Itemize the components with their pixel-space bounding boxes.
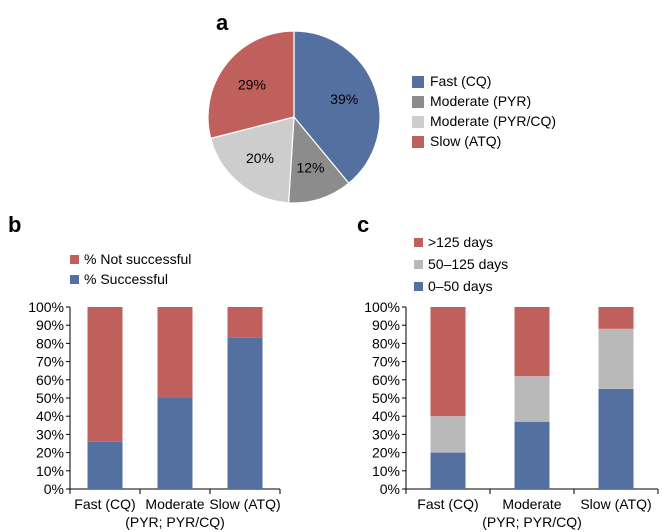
c-legend-label-0: >125 days	[428, 234, 493, 250]
b-y-tick-label-5: 50%	[36, 390, 64, 406]
pie-legend-swatch-1	[412, 96, 424, 108]
c-y-tick-label-3: 30%	[372, 426, 400, 442]
b-category-label-0: Fast (CQ)	[74, 496, 135, 512]
panel-letter-c: c	[357, 212, 369, 237]
b-y-tick-label-4: 40%	[36, 408, 64, 424]
b-bar-1-1	[157, 307, 193, 398]
b-bar-1-0	[157, 398, 193, 489]
b-category-sublabel-1: (PYR; PYR/CQ)	[125, 514, 225, 530]
pie-legend-label-2: Moderate (PYR/CQ)	[430, 113, 556, 129]
b-y-tick-label-0: 0%	[44, 481, 64, 497]
panel-letter-a: a	[216, 10, 229, 35]
chart-b-category-labels: Fast (CQ) Moderate (PYR; PYR/CQ) Slow (ATQ)	[74, 496, 280, 530]
pie-legend: Fast (CQ) Moderate (PYR) Moderate (PYR/CQ)…	[412, 73, 556, 149]
pie-slice-label-3: 29%	[238, 76, 266, 92]
b-legend-swatch-0	[70, 255, 79, 264]
b-bar-2-1	[227, 307, 263, 338]
pie-legend-swatch-3	[412, 136, 424, 148]
b-bar-2-0	[227, 337, 263, 489]
c-y-tick-label-2: 20%	[372, 445, 400, 461]
c-category-sublabel-1: (PYR; PYR/CQ)	[482, 514, 582, 530]
c-bar-1-1	[514, 376, 550, 422]
pie-slice-label-1: 12%	[296, 160, 324, 176]
b-y-tick-label-1: 10%	[36, 463, 64, 479]
c-bar-0-1	[430, 416, 466, 453]
chart-b-legend: % Not successful % Successful	[70, 251, 191, 287]
pie-legend-label-3: Slow (ATQ)	[430, 133, 501, 149]
c-y-tick-label-6: 60%	[372, 372, 400, 388]
pie-labels: 39% 12% 20% 29%	[238, 76, 358, 175]
chart-c-axes: 0% 10% 20% 30% 40% 50% 60% 70% 80% 90% 100%	[364, 299, 659, 497]
c-legend-label-1: 50–125 days	[428, 256, 508, 272]
b-y-tick-label-3: 30%	[36, 426, 64, 442]
c-y-tick-label-9: 90%	[372, 317, 400, 333]
pie-slice-3	[207, 30, 295, 140]
c-y-tick-label-5: 50%	[372, 390, 400, 406]
b-y-tick-label-8: 80%	[36, 335, 64, 351]
b-y-tick-label-2: 20%	[36, 445, 64, 461]
b-legend-label-1: % Successful	[84, 271, 168, 287]
c-category-label-2: Slow (ATQ)	[580, 496, 651, 512]
pie-slice-label-0: 39%	[330, 91, 358, 107]
b-category-label-1: Moderate	[145, 496, 204, 512]
chart-b-bars	[87, 307, 263, 489]
chart-c-category-labels: Fast (CQ) Moderate (PYR; PYR/CQ) Slow (ATQ)	[417, 496, 651, 530]
c-category-label-0: Fast (CQ)	[417, 496, 478, 512]
c-legend-swatch-2	[414, 282, 423, 291]
c-bar-0-2	[430, 307, 466, 417]
pie-slice-0	[293, 30, 381, 185]
c-y-tick-label-0: 0%	[380, 481, 400, 497]
c-bar-2-0	[598, 388, 634, 489]
b-y-tick-label-9: 90%	[36, 317, 64, 333]
chart-c-legend: >125 days 50–125 days 0–50 days	[414, 234, 508, 294]
panel-letter-b: b	[8, 212, 21, 237]
c-category-label-1: Moderate	[502, 496, 561, 512]
c-y-tick-label-1: 10%	[372, 463, 400, 479]
c-y-tick-label-4: 40%	[372, 408, 400, 424]
pie-slice-1	[287, 115, 350, 204]
c-bar-0-0	[430, 452, 466, 489]
c-legend-swatch-1	[414, 260, 423, 269]
b-category-label-2: Slow (ATQ)	[209, 496, 280, 512]
chart-c-bars	[430, 307, 634, 489]
b-legend-swatch-1	[70, 275, 79, 284]
b-y-tick-label-10: 100%	[28, 299, 64, 315]
c-legend-swatch-0	[414, 238, 423, 247]
pie-chart	[207, 30, 381, 204]
b-y-tick-label-6: 60%	[36, 372, 64, 388]
b-bar-0-0	[87, 441, 123, 489]
b-bar-0-1	[87, 307, 123, 442]
c-bar-1-0	[514, 421, 550, 489]
pie-legend-label-1: Moderate (PYR)	[430, 93, 531, 109]
pie-slice-2	[209, 116, 295, 204]
b-legend-label-0: % Not successful	[84, 251, 191, 267]
c-bar-2-2	[598, 307, 634, 329]
c-y-tick-label-10: 100%	[364, 299, 400, 315]
c-y-tick-label-8: 80%	[372, 335, 400, 351]
pie-slice-label-2: 20%	[246, 150, 274, 166]
c-legend-label-2: 0–50 days	[428, 278, 493, 294]
c-y-tick-label-7: 70%	[372, 354, 400, 370]
pie-legend-label-0: Fast (CQ)	[430, 73, 491, 89]
c-bar-2-1	[598, 328, 634, 389]
b-y-tick-label-7: 70%	[36, 354, 64, 370]
pie-legend-swatch-0	[412, 76, 424, 88]
pie-legend-swatch-2	[412, 116, 424, 128]
c-bar-1-2	[514, 307, 550, 377]
